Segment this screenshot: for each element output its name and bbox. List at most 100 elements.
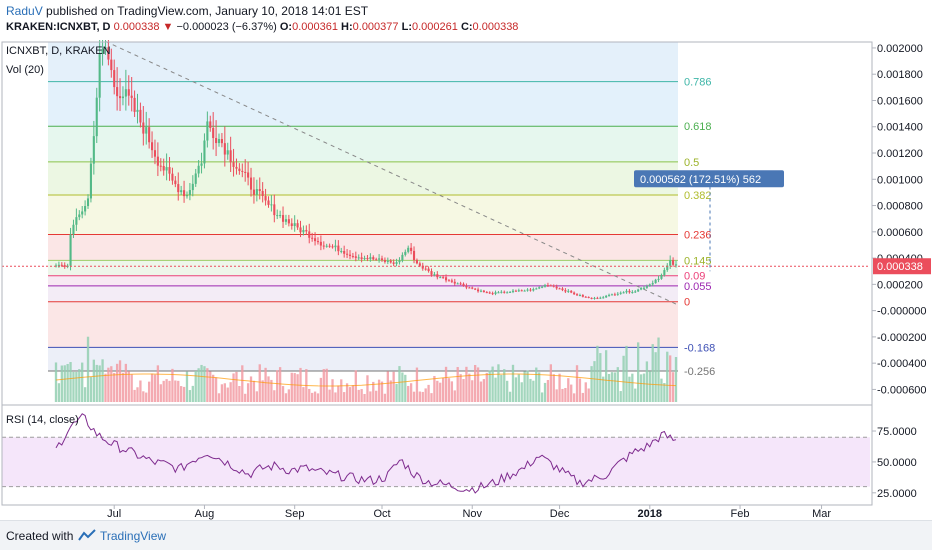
volume-bar [150, 373, 154, 402]
fib-zone [48, 285, 678, 302]
candle-body [503, 291, 506, 293]
y-tick-label: 0.001800 [877, 69, 923, 81]
volume-bar [552, 374, 555, 402]
volume-bar [171, 368, 174, 402]
candle-body [607, 294, 611, 296]
candle-body [555, 286, 558, 289]
candle-body [226, 150, 229, 155]
candle-body [331, 246, 334, 248]
volume-bar [462, 379, 465, 402]
candle-body [672, 260, 675, 265]
fib-level-label: 0.055 [684, 281, 712, 293]
tradingview-brand[interactable]: TradingView [100, 529, 167, 543]
candle-body [60, 264, 63, 266]
fib-zone [48, 301, 678, 348]
candle-body [113, 70, 116, 88]
candle-body [471, 287, 474, 289]
volume-bar [273, 390, 276, 402]
candle-body [549, 285, 552, 287]
candle-body [488, 292, 491, 294]
candle-body [561, 288, 564, 291]
volume-bar [98, 365, 101, 402]
candle-body [500, 291, 503, 293]
volume-bar [89, 377, 93, 402]
candle-body [558, 288, 561, 290]
candle-body [430, 271, 433, 275]
volume-bar [156, 365, 160, 402]
volume-bar [209, 371, 212, 402]
candle-body [392, 262, 395, 264]
rsi-tick-label: 75.0000 [877, 426, 917, 438]
candle-body [206, 121, 209, 141]
candle-body [279, 215, 282, 217]
volume-bar [561, 388, 564, 402]
candle-body [133, 97, 136, 112]
candle-body [669, 260, 672, 266]
volume-bar [418, 391, 422, 402]
volume-bar [380, 381, 384, 402]
volume-bar [357, 389, 360, 402]
volume-bar [395, 383, 398, 402]
candle-body [389, 260, 392, 263]
candle-body [276, 215, 279, 217]
candle-body [418, 263, 421, 266]
volume-bar [471, 380, 474, 402]
measure-box [634, 170, 784, 188]
candle-body [156, 156, 159, 166]
candle-body [523, 290, 526, 292]
volume-bar [241, 365, 244, 402]
volume-bar [276, 370, 279, 402]
candle-body [101, 48, 104, 54]
candle-body [63, 265, 66, 267]
volume-bar [625, 345, 628, 402]
volume-label: Vol (20) [6, 64, 44, 76]
fib-zone [48, 234, 678, 261]
volume-bar [450, 381, 454, 402]
candle-body [535, 288, 538, 290]
volume-bar [130, 374, 133, 402]
volume-bar [293, 373, 296, 402]
candle-body [229, 150, 232, 163]
volume-bar [622, 355, 625, 402]
candle-body [424, 268, 427, 270]
rsi-tick-label: 25.0000 [877, 488, 917, 500]
candle-body [657, 278, 660, 280]
volume-bar [427, 384, 430, 402]
volume-bar [540, 392, 544, 402]
candle-body [634, 291, 637, 293]
volume-ma-line [55, 373, 677, 387]
author-link[interactable]: RaduV [6, 4, 43, 18]
candle-body [136, 109, 139, 112]
volume-bar [409, 383, 413, 402]
price-chart[interactable]: 0.786 0.618 0.5 0.382 0.236 0.145 0.090.055 0 -0… [0, 40, 932, 520]
pane-title: ICNXBT, D, KRAKEN [6, 45, 111, 57]
volume-bar [546, 379, 550, 402]
volume-bar [631, 373, 634, 402]
symbol-label: KRAKEN:ICNXBT, D [6, 21, 111, 33]
volume-bar [514, 377, 518, 402]
volume-bar [255, 391, 259, 402]
volume-bar [238, 385, 241, 402]
fib-level-label: 0.5 [684, 157, 699, 169]
volume-bar [663, 382, 666, 402]
candle-body [153, 150, 157, 157]
candle-body [433, 274, 436, 276]
candle-body [75, 217, 78, 225]
volume-bar [284, 393, 288, 402]
last-price: 0.000338 [113, 21, 160, 33]
volume-bar [232, 373, 235, 402]
volume-bar [412, 391, 416, 402]
volume-bar [444, 366, 448, 402]
volume-bar [607, 373, 611, 402]
volume-bar [421, 391, 424, 402]
candle-body [651, 283, 654, 285]
volume-bar [433, 375, 436, 402]
candle-body [107, 47, 110, 60]
candle-body [532, 289, 535, 291]
volume-bar [142, 391, 145, 402]
candle-body [281, 215, 285, 222]
candle-body [81, 211, 84, 215]
fib-level-label: 0.09 [684, 271, 705, 283]
volume-bar [78, 369, 81, 402]
candle-body [599, 297, 602, 299]
